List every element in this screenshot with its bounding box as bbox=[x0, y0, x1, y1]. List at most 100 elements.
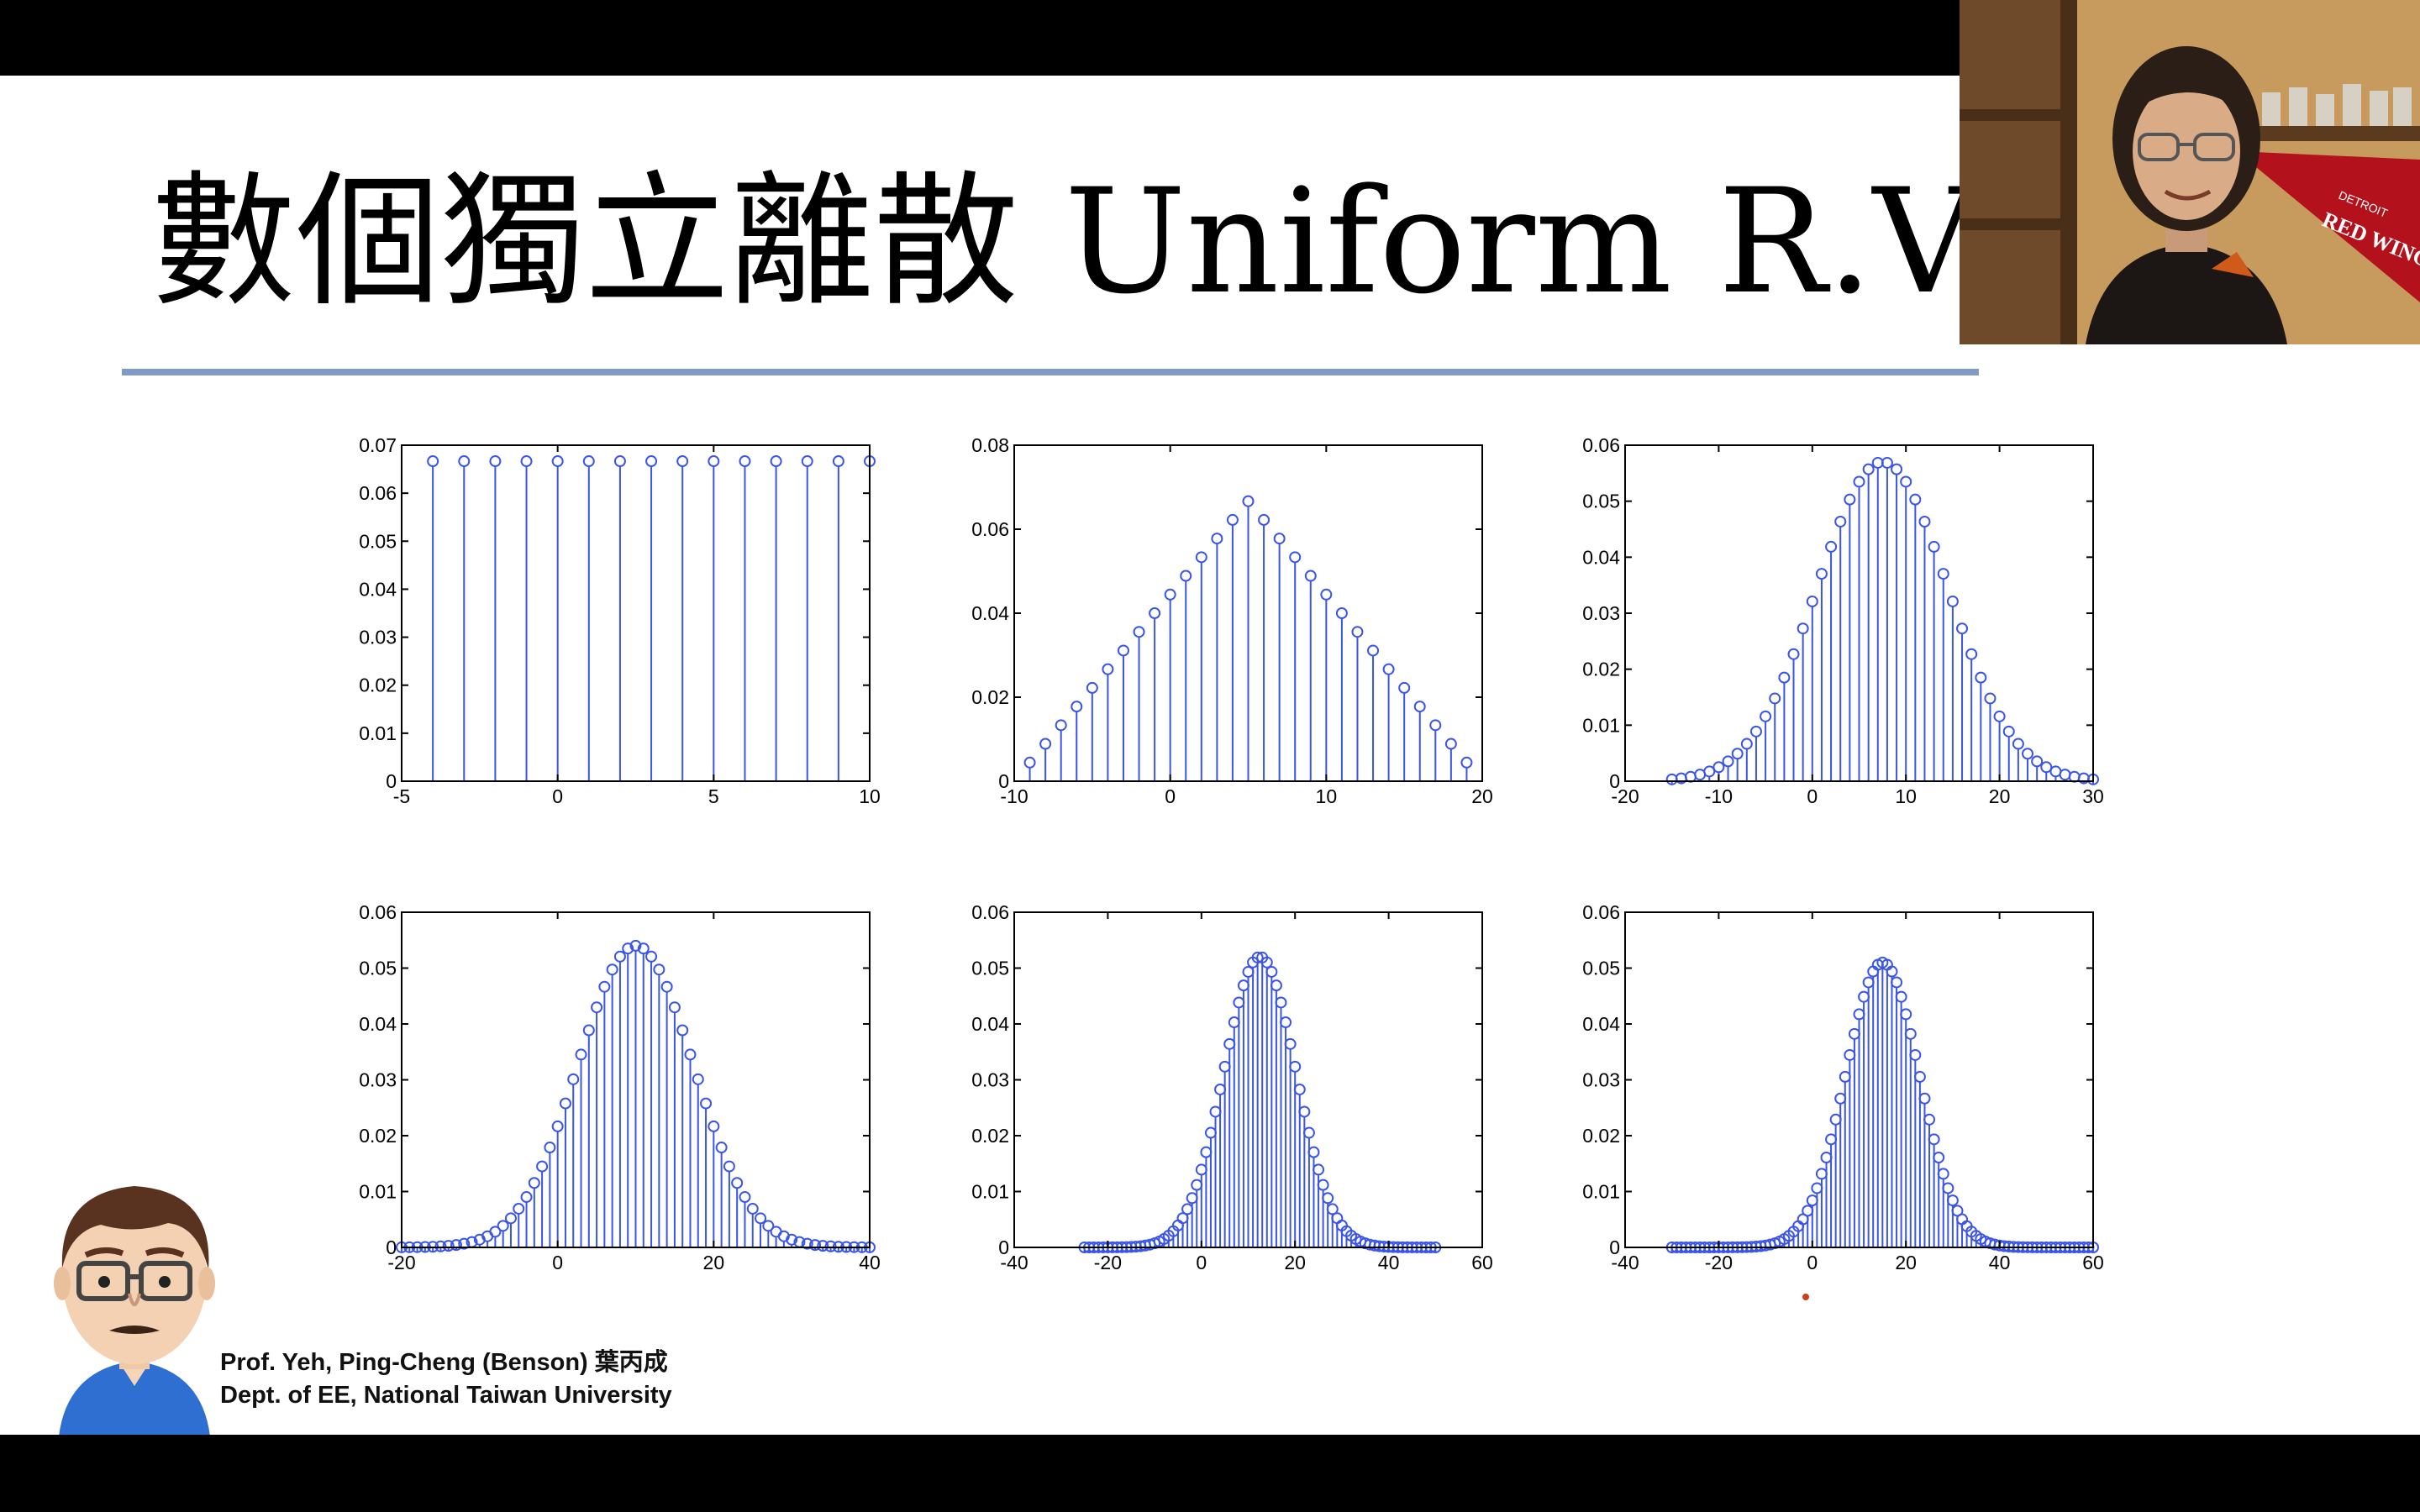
stem-marker bbox=[1251, 951, 1264, 963]
stem-marker bbox=[1298, 1105, 1311, 1118]
stem-marker bbox=[1946, 1194, 1959, 1207]
x-tick-label: 20 bbox=[703, 1252, 725, 1273]
y-tick-label: 0.07 bbox=[359, 434, 397, 456]
y-tick-label: 0.04 bbox=[1582, 1013, 1620, 1035]
stem-marker bbox=[692, 1073, 704, 1085]
stem-marker bbox=[1862, 976, 1875, 989]
stem-marker bbox=[668, 1001, 681, 1014]
stem-marker bbox=[1853, 1008, 1865, 1021]
laser-pointer-dot bbox=[1802, 1294, 1809, 1300]
stem-marker bbox=[1900, 475, 1912, 488]
y-tick-label: 0.08 bbox=[971, 434, 1009, 456]
stem-marker bbox=[1317, 1179, 1329, 1191]
y-tick-label: 0.05 bbox=[359, 530, 397, 552]
stem-marker bbox=[1270, 979, 1282, 992]
stem-marker bbox=[1322, 1192, 1334, 1205]
stem-marker bbox=[528, 1177, 540, 1189]
stem-marker bbox=[824, 1240, 837, 1252]
stem-marker bbox=[755, 1212, 767, 1225]
stem-marker bbox=[622, 942, 634, 955]
stem-marker bbox=[1802, 1205, 1814, 1217]
y-tick-label: 0.01 bbox=[971, 1181, 1009, 1203]
stem-marker bbox=[1444, 738, 1457, 750]
stem-marker bbox=[1071, 701, 1083, 713]
y-tick-label: 0.02 bbox=[359, 1125, 397, 1147]
stem-marker bbox=[786, 1233, 798, 1246]
x-tick-label: -5 bbox=[393, 785, 410, 807]
professor-avatar bbox=[54, 1186, 215, 1435]
stem-marker bbox=[1102, 663, 1114, 675]
stem-marker bbox=[450, 1239, 462, 1252]
stem-marker bbox=[1055, 719, 1067, 732]
stem-marker bbox=[1815, 568, 1828, 580]
stem-marker bbox=[2031, 755, 2044, 768]
stem-marker bbox=[1834, 1092, 1847, 1105]
stem-marker bbox=[1778, 671, 1791, 684]
y-tick-label: 0.05 bbox=[1582, 491, 1620, 512]
stem-marker bbox=[1900, 1008, 1912, 1021]
stem-marker bbox=[1993, 710, 2006, 722]
stem-marker bbox=[1904, 1027, 1917, 1040]
stem-marker bbox=[489, 455, 502, 468]
stem-marker bbox=[1797, 622, 1809, 635]
stem-marker bbox=[723, 1160, 735, 1173]
stem-marker bbox=[1909, 493, 1922, 506]
y-tick-label: 0.05 bbox=[359, 958, 397, 979]
stem-marker bbox=[731, 1177, 744, 1189]
stem-marker bbox=[1200, 1146, 1213, 1158]
stem-marker bbox=[1226, 513, 1239, 526]
stem-marker bbox=[606, 963, 618, 976]
stem-marker bbox=[1149, 607, 1161, 619]
stem-marker bbox=[1275, 996, 1287, 1009]
y-tick-label: 0.03 bbox=[1582, 602, 1620, 624]
stem-marker bbox=[653, 963, 666, 976]
x-tick-label: 40 bbox=[859, 1252, 881, 1273]
stem-marker bbox=[676, 455, 689, 468]
stem-marker bbox=[1928, 540, 1940, 553]
y-tick-label: 0.03 bbox=[359, 1069, 397, 1091]
stem-marker bbox=[1191, 1179, 1203, 1191]
y-tick-label: 0.03 bbox=[1582, 1069, 1620, 1091]
stem-marker bbox=[1186, 1192, 1198, 1205]
y-tick-label: 0.06 bbox=[971, 901, 1009, 923]
stem-marker bbox=[2040, 761, 2053, 774]
chart-5: 0 0.01 0.02 0.03 0.04 0.05 0.06 -40 -20 0 20 40 60 bbox=[971, 901, 1493, 1273]
stem-marker bbox=[1242, 965, 1255, 978]
x-tick-label: -40 bbox=[1000, 1252, 1028, 1273]
stem-marker bbox=[1749, 725, 1762, 738]
x-tick-label: 60 bbox=[2082, 1252, 2104, 1273]
x-tick-label: 0 bbox=[552, 785, 563, 807]
stem-marker bbox=[1942, 1182, 1954, 1194]
stem-marker bbox=[1684, 770, 1697, 783]
stem-marker bbox=[559, 1097, 571, 1110]
stem-marker bbox=[551, 455, 564, 468]
x-tick-label: 20 bbox=[1895, 1252, 1917, 1273]
chart-2: 00.020.040.060.08-10 0 10 20 bbox=[971, 434, 1493, 807]
stem-marker bbox=[520, 455, 533, 468]
credits: Prof. Yeh, Ping-Cheng (Benson) 葉丙成 Dept.… bbox=[220, 1347, 672, 1412]
stem-marker bbox=[746, 1202, 759, 1215]
stem-marker bbox=[1413, 701, 1426, 713]
stem-marker bbox=[567, 1073, 580, 1085]
stem-marker bbox=[1806, 1194, 1818, 1207]
chart-3: 0 0.01 0.02 0.03 0.04 0.05 0.06 -20 -10 0 10 20 30 bbox=[1582, 434, 2104, 807]
y-tick-label: 0.01 bbox=[1582, 714, 1620, 736]
stem-marker bbox=[504, 1212, 517, 1225]
stem-marker bbox=[1460, 756, 1473, 769]
stem-marker bbox=[1223, 1037, 1236, 1050]
x-tick-label: 30 bbox=[2082, 785, 2104, 807]
stem-marker bbox=[708, 1120, 720, 1132]
stem-marker bbox=[1302, 1126, 1315, 1139]
x-tick-label: 0 bbox=[1165, 785, 1176, 807]
stem-marker bbox=[1918, 1092, 1931, 1105]
y-tick-label: 0 bbox=[386, 770, 397, 792]
stem-marker bbox=[1218, 1060, 1231, 1073]
stem-marker bbox=[1937, 568, 1949, 580]
x-tick-label: 10 bbox=[1316, 785, 1338, 807]
stem-marker bbox=[1180, 570, 1192, 582]
stem-marker bbox=[1928, 1133, 1940, 1146]
y-tick-label: 0.01 bbox=[359, 722, 397, 744]
stem-marker bbox=[575, 1048, 587, 1061]
x-tick-label: -40 bbox=[1611, 1252, 1639, 1273]
stem-marker bbox=[1965, 648, 1978, 660]
